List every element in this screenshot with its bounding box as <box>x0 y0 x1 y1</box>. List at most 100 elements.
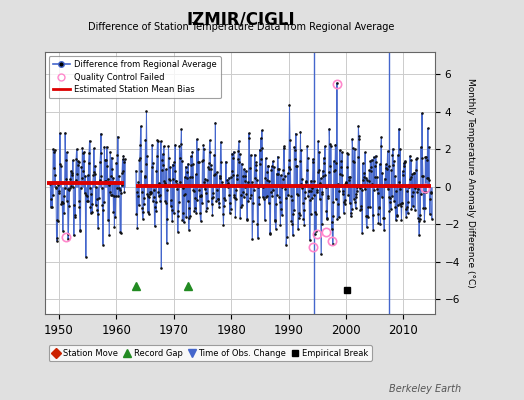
Point <box>86 185 94 192</box>
Point <box>395 126 403 132</box>
Point <box>268 163 276 170</box>
Point <box>293 191 302 198</box>
Point <box>275 194 283 201</box>
Point <box>89 172 97 179</box>
Point <box>64 231 73 237</box>
Point <box>296 128 304 135</box>
Point <box>282 242 290 248</box>
Point <box>51 172 59 178</box>
Point <box>330 168 339 174</box>
Point <box>143 191 151 198</box>
Point <box>322 208 331 215</box>
Point <box>310 178 319 184</box>
Point <box>334 201 343 208</box>
Point <box>238 189 247 195</box>
Point <box>261 155 270 162</box>
Point <box>217 159 225 166</box>
Point <box>62 149 71 156</box>
Point <box>196 210 204 216</box>
Point <box>224 184 233 190</box>
Point <box>278 184 287 190</box>
Point <box>362 224 370 230</box>
Point <box>423 157 431 163</box>
Point <box>179 210 187 216</box>
Point <box>82 198 91 204</box>
Point <box>377 143 385 150</box>
Point <box>215 172 224 179</box>
Point <box>395 201 403 207</box>
Point <box>398 200 406 206</box>
Point <box>220 195 228 202</box>
Point <box>209 194 217 200</box>
Point <box>143 153 151 159</box>
Point <box>418 110 426 116</box>
Point <box>421 204 429 211</box>
Point <box>99 207 107 214</box>
Point <box>312 211 321 218</box>
Point <box>301 178 310 184</box>
Point <box>390 173 399 179</box>
Point <box>116 230 125 236</box>
Text: Difference of Station Temperature Data from Regional Average: Difference of Station Temperature Data f… <box>88 22 394 32</box>
Point <box>222 182 231 188</box>
Point <box>81 173 90 180</box>
Point <box>80 158 88 164</box>
Point <box>271 226 280 232</box>
Point <box>199 142 208 148</box>
Point <box>165 176 173 182</box>
Point <box>71 212 79 218</box>
Point <box>47 203 55 210</box>
Point <box>134 193 142 199</box>
Point <box>76 228 84 234</box>
Point <box>356 207 365 214</box>
Point <box>353 188 362 194</box>
Point <box>291 130 300 137</box>
Point <box>74 158 83 165</box>
Point <box>243 216 252 222</box>
Point <box>101 157 110 164</box>
Point <box>138 215 147 222</box>
Point <box>287 218 296 224</box>
Point <box>168 206 176 213</box>
Point <box>403 204 411 210</box>
Point <box>90 169 99 175</box>
Point <box>392 188 400 194</box>
Point <box>147 189 156 196</box>
Point <box>182 175 191 181</box>
Point <box>50 164 58 171</box>
Point <box>384 148 392 154</box>
Point <box>84 198 92 204</box>
Point <box>183 168 191 175</box>
Point <box>351 205 359 212</box>
Point <box>108 166 116 172</box>
Point <box>255 201 264 207</box>
Point <box>173 186 181 192</box>
Point <box>333 216 342 222</box>
Point <box>67 182 75 189</box>
Point <box>296 212 304 218</box>
Point <box>58 199 67 205</box>
Point <box>156 192 164 198</box>
Point <box>151 204 159 210</box>
Point <box>198 200 206 206</box>
Point <box>334 180 342 187</box>
Point <box>411 185 420 192</box>
Point <box>410 170 419 176</box>
Point <box>256 146 264 153</box>
Point <box>171 142 179 148</box>
Point <box>306 197 314 204</box>
Point <box>82 254 90 260</box>
Point <box>325 141 334 147</box>
Point <box>205 137 214 144</box>
Point <box>280 143 288 150</box>
Point <box>269 164 278 170</box>
Point <box>352 191 361 197</box>
Point <box>87 210 95 216</box>
Point <box>172 180 181 187</box>
Point <box>54 218 62 224</box>
Point <box>297 181 305 187</box>
Point <box>109 175 117 181</box>
Point <box>230 191 238 198</box>
Point <box>303 155 312 161</box>
Point <box>360 174 368 180</box>
